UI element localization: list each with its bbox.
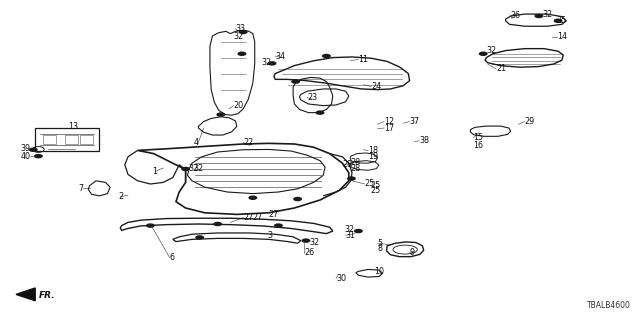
Text: 19: 19 <box>368 152 378 161</box>
Text: 25: 25 <box>370 186 380 195</box>
Text: 30: 30 <box>336 274 346 283</box>
Ellipse shape <box>301 238 310 243</box>
Text: 39: 39 <box>20 144 31 153</box>
Text: 17: 17 <box>384 124 394 132</box>
Text: 32: 32 <box>543 10 553 19</box>
Ellipse shape <box>534 14 543 18</box>
Text: 24: 24 <box>371 82 381 91</box>
Text: 26: 26 <box>304 248 314 257</box>
Text: 27: 27 <box>243 213 253 222</box>
Text: 32: 32 <box>234 32 244 41</box>
Text: 35: 35 <box>557 16 567 25</box>
Bar <box>65 135 78 144</box>
Ellipse shape <box>213 222 222 226</box>
Ellipse shape <box>274 223 283 228</box>
Ellipse shape <box>293 197 302 201</box>
Text: 13: 13 <box>68 122 79 131</box>
Text: 22: 22 <box>243 138 253 147</box>
Text: 28: 28 <box>342 160 353 169</box>
Text: 9: 9 <box>410 248 415 257</box>
Ellipse shape <box>354 229 363 233</box>
Text: 2: 2 <box>118 192 124 201</box>
Text: 11: 11 <box>358 55 369 64</box>
Text: 23: 23 <box>307 93 317 102</box>
Text: 29: 29 <box>525 117 535 126</box>
Text: 8: 8 <box>378 244 383 252</box>
Text: 36: 36 <box>511 11 521 20</box>
Ellipse shape <box>316 110 324 115</box>
Text: 38: 38 <box>419 136 429 145</box>
Text: 32: 32 <box>486 46 497 55</box>
Text: 5: 5 <box>378 239 383 248</box>
Text: 1: 1 <box>152 167 157 176</box>
Ellipse shape <box>291 79 300 84</box>
Text: 32: 32 <box>193 164 204 173</box>
Ellipse shape <box>239 30 248 34</box>
Ellipse shape <box>216 112 225 117</box>
Ellipse shape <box>248 196 257 200</box>
Text: 32: 32 <box>261 58 271 67</box>
Text: 34: 34 <box>275 52 285 60</box>
Ellipse shape <box>146 223 155 228</box>
Text: 27: 27 <box>253 213 263 222</box>
Bar <box>43 135 56 144</box>
Text: 4: 4 <box>193 138 198 147</box>
Text: 37: 37 <box>410 117 420 126</box>
Ellipse shape <box>347 176 356 181</box>
Text: 31: 31 <box>346 231 356 240</box>
Text: TBALB4600: TBALB4600 <box>586 301 630 310</box>
Polygon shape <box>16 288 35 301</box>
Text: 16: 16 <box>474 141 484 150</box>
Text: 32: 32 <box>344 225 355 234</box>
Text: 40: 40 <box>20 152 31 161</box>
Bar <box>35 128 99 151</box>
Text: 33: 33 <box>236 24 246 33</box>
Text: FR.: FR. <box>38 291 55 300</box>
Text: 20: 20 <box>234 101 244 110</box>
Text: 27: 27 <box>269 210 279 219</box>
Ellipse shape <box>554 19 563 23</box>
Text: 7: 7 <box>78 184 83 193</box>
Ellipse shape <box>237 52 246 56</box>
Text: 21: 21 <box>496 64 506 73</box>
Ellipse shape <box>479 52 488 56</box>
Ellipse shape <box>195 235 204 240</box>
Text: 28: 28 <box>351 158 361 167</box>
Text: 28: 28 <box>351 164 361 172</box>
Text: 25: 25 <box>370 181 380 190</box>
Bar <box>80 135 93 144</box>
Text: 12: 12 <box>384 117 394 126</box>
Ellipse shape <box>34 154 43 158</box>
Text: 32: 32 <box>189 164 199 172</box>
Text: 32: 32 <box>310 238 320 247</box>
Text: 14: 14 <box>557 32 567 41</box>
Ellipse shape <box>322 54 331 58</box>
Ellipse shape <box>268 61 276 66</box>
Text: 25: 25 <box>365 180 375 188</box>
Text: 15: 15 <box>474 133 484 142</box>
Text: 3: 3 <box>267 231 272 240</box>
Ellipse shape <box>181 167 190 171</box>
Ellipse shape <box>29 148 38 152</box>
Text: 6: 6 <box>170 253 175 262</box>
Text: 18: 18 <box>368 146 378 155</box>
Text: 10: 10 <box>374 268 385 276</box>
